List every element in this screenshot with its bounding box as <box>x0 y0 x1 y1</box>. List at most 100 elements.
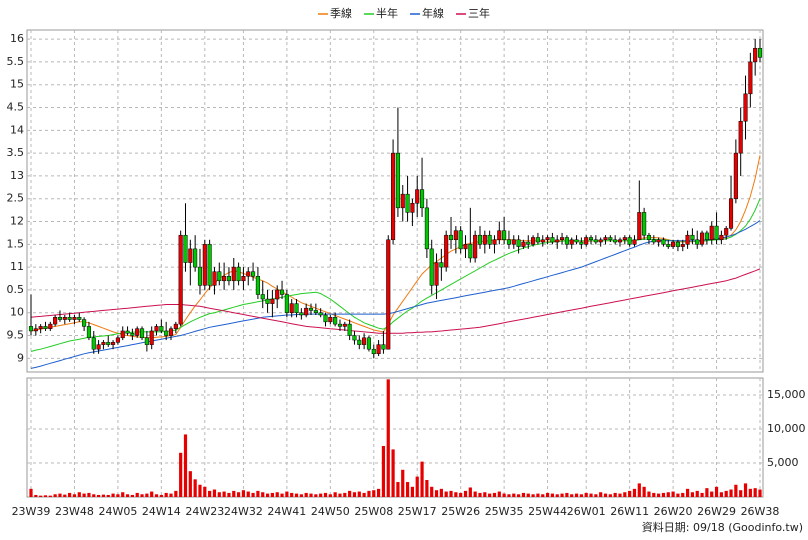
candle-body <box>212 271 217 286</box>
volume-bar <box>603 493 608 497</box>
candle-body <box>617 239 623 243</box>
candle-body <box>347 323 352 336</box>
y-tick-label: 15 <box>10 78 24 91</box>
volume-bar <box>550 493 555 497</box>
volume-bar <box>420 461 424 497</box>
candle-body <box>516 239 521 247</box>
volume-bar <box>541 494 545 497</box>
candle-body <box>424 207 429 250</box>
x-tick-label: 26W20 <box>654 505 693 518</box>
volume-bar <box>338 493 342 497</box>
footer: 資料日期: 09/18 (Goodinfo.tw) <box>642 520 803 534</box>
candle-body <box>506 239 512 245</box>
volume-bar <box>116 494 120 497</box>
candle-body <box>487 234 492 245</box>
x-tick-label: 24W41 <box>267 505 306 518</box>
candle-body <box>550 237 555 243</box>
x-tick-label: 24W14 <box>142 505 181 518</box>
volume-bar <box>29 488 33 497</box>
volume-bar <box>459 492 463 497</box>
volume-bar <box>101 494 106 497</box>
candle-body <box>96 344 101 350</box>
volume-bar <box>111 493 115 497</box>
volume-bar <box>647 491 651 497</box>
volume-bar <box>642 486 646 497</box>
candle-body <box>603 237 608 241</box>
volume-bar <box>531 494 535 497</box>
ma-line <box>30 155 761 339</box>
candle-body <box>535 237 540 243</box>
candle-body <box>453 230 458 241</box>
legend-label: 半年 <box>376 6 398 20</box>
candle-body <box>477 234 483 245</box>
volume-bar <box>671 491 675 497</box>
candle-body <box>637 212 642 241</box>
candle-body <box>183 234 188 263</box>
volume-bar <box>323 492 328 497</box>
volume-bar <box>676 493 680 497</box>
candle-body <box>197 266 203 286</box>
candle-body <box>72 317 77 320</box>
candle-body <box>410 203 415 213</box>
candle-body <box>439 262 444 268</box>
volume-bar <box>483 492 487 497</box>
candle-body <box>511 239 516 245</box>
candle-body <box>154 326 159 332</box>
volume-bar <box>39 495 43 497</box>
volume-bar <box>174 490 178 497</box>
candle-body <box>279 289 285 295</box>
volume-bar <box>290 492 294 497</box>
candle-body <box>700 232 705 245</box>
candle-body <box>429 248 434 286</box>
candle-body <box>632 239 637 245</box>
volume-bar <box>570 494 574 497</box>
volume-bar <box>294 493 299 497</box>
volume-bar <box>34 494 38 497</box>
volume-bar <box>608 494 612 497</box>
candle-body <box>584 237 589 245</box>
volume-bar <box>628 490 632 497</box>
volume-bar <box>700 492 704 497</box>
y-tick-label: 1.5 <box>7 237 25 250</box>
candle-body <box>149 330 154 345</box>
volume-bar <box>739 490 743 497</box>
volume-bar <box>536 493 540 497</box>
candle-body <box>622 237 627 241</box>
volume-bar <box>719 492 723 497</box>
volume-bar <box>463 490 468 497</box>
volume-tick-label: 10,000 <box>767 422 806 435</box>
volume-panel <box>26 377 764 498</box>
candle-body <box>371 348 376 355</box>
candle-body <box>178 234 183 325</box>
volume-bar <box>425 480 429 497</box>
volume-bar <box>304 492 308 497</box>
candle-body <box>444 234 449 268</box>
x-tick-label: 24W32 <box>224 505 263 518</box>
candle-body <box>33 328 38 332</box>
volume-bar <box>555 494 559 497</box>
volume-bar <box>169 493 173 497</box>
candle-body <box>125 330 130 334</box>
candle-body <box>579 241 584 245</box>
volume-bar <box>748 488 752 497</box>
volume-bar <box>236 492 241 497</box>
volume-bar <box>502 493 506 497</box>
volume-bar <box>681 492 685 497</box>
candle-body <box>540 239 545 243</box>
y-tick-label: 0.5 <box>7 283 25 296</box>
volume-bar <box>517 494 521 497</box>
candle-body <box>728 198 734 229</box>
volume-bar <box>512 493 516 497</box>
volume-bar <box>391 449 395 497</box>
volume-bar <box>159 494 163 497</box>
candle-body <box>357 339 362 345</box>
volume-bar <box>164 492 168 497</box>
x-tick-label: 24W50 <box>311 505 350 518</box>
candle-body <box>62 317 67 320</box>
candle-body <box>48 323 53 329</box>
volume-bar <box>714 486 719 497</box>
candle-body <box>733 152 738 199</box>
candle-body <box>656 239 661 243</box>
candle-body <box>434 262 439 286</box>
volume-bar <box>246 491 250 497</box>
